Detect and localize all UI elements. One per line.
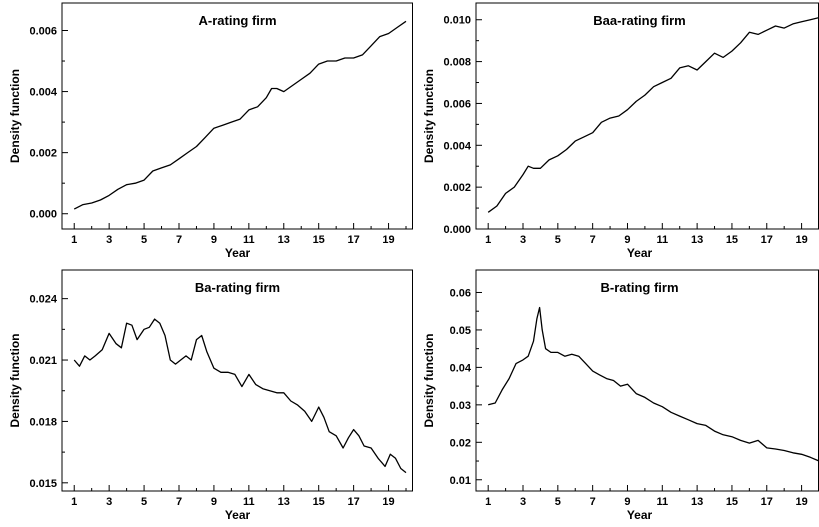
y-tick-label: 0.002: [29, 148, 57, 160]
x-tick-label: 15: [313, 234, 325, 246]
y-tick-label: 0.010: [443, 15, 471, 27]
x-tick-label: 7: [590, 234, 596, 246]
plot-frame: [475, 2, 819, 230]
density-line: [73, 318, 407, 474]
plot-frame: [475, 269, 819, 492]
y-axis-title: Density function: [422, 333, 436, 427]
x-axis-title: Year: [225, 508, 251, 522]
x-tick-label: 19: [382, 496, 394, 508]
y-tick-label: 0.06: [450, 287, 471, 299]
x-tick-label: 15: [726, 496, 738, 508]
x-tick-label: 15: [313, 496, 325, 508]
panel-title: B-rating firm: [601, 280, 679, 295]
y-axis-title: Density function: [8, 69, 22, 163]
panel-title: Ba-rating firm: [195, 280, 280, 295]
x-tick-label: 3: [520, 496, 526, 508]
y-tick-label: 0.04: [450, 362, 472, 374]
y-tick-label: 0.000: [29, 209, 57, 221]
x-tick-label: 9: [211, 496, 217, 508]
x-tick-label: 5: [555, 496, 561, 508]
x-tick-label: 19: [382, 234, 394, 246]
y-tick-label: 0.008: [443, 57, 471, 69]
y-tick-label: 0.004: [443, 140, 471, 152]
x-tick-label: 7: [176, 234, 182, 246]
x-tick-label: 17: [348, 496, 360, 508]
plot-frame: [61, 2, 413, 230]
y-tick-label: 0.024: [29, 294, 57, 306]
y-axis-title: Density function: [8, 333, 22, 427]
x-tick-label: 9: [211, 234, 217, 246]
x-tick-label: 1: [485, 234, 491, 246]
x-tick-label: 1: [71, 496, 77, 508]
y-tick-label: 0.018: [29, 416, 57, 428]
y-tick-label: 0.02: [450, 437, 471, 449]
x-tick-label: 11: [243, 496, 255, 508]
density-line: [488, 306, 819, 462]
x-axis-title: Year: [627, 246, 653, 260]
y-tick-label: 0.021: [29, 355, 57, 367]
plot-frame: [61, 269, 413, 492]
x-tick-label: 3: [106, 496, 112, 508]
x-axis-title: Year: [225, 246, 251, 260]
x-tick-label: 9: [624, 496, 630, 508]
x-tick-label: 11: [243, 234, 255, 246]
density-line: [487, 16, 819, 213]
x-tick-label: 5: [141, 234, 147, 246]
panel-title: A-rating firm: [199, 13, 277, 28]
y-tick-label: 0.006: [29, 25, 57, 37]
x-tick-label: 17: [348, 234, 360, 246]
x-tick-label: 1: [485, 496, 491, 508]
x-tick-label: 3: [520, 234, 526, 246]
x-tick-label: 17: [761, 496, 773, 508]
x-axis-title: Year: [627, 508, 653, 522]
y-tick-label: 0.015: [29, 478, 57, 490]
x-tick-label: 7: [590, 496, 596, 508]
y-tick-label: 0.03: [450, 400, 471, 412]
y-tick-label: 0.000: [443, 224, 471, 236]
x-tick-label: 13: [691, 234, 703, 246]
y-tick-label: 0.004: [29, 87, 57, 99]
x-tick-label: 9: [624, 234, 630, 246]
x-tick-label: 11: [656, 234, 668, 246]
x-tick-label: 15: [726, 234, 738, 246]
x-tick-label: 7: [176, 496, 182, 508]
panel-title: Baa-rating firm: [593, 13, 685, 28]
x-tick-label: 19: [795, 234, 807, 246]
x-tick-label: 5: [555, 234, 561, 246]
x-tick-label: 13: [278, 234, 290, 246]
y-tick-label: 0.002: [443, 182, 471, 194]
x-tick-label: 1: [71, 234, 77, 246]
y-tick-label: 0.006: [443, 98, 471, 110]
x-tick-label: 19: [795, 496, 807, 508]
density-line: [73, 20, 407, 210]
y-tick-label: 0.01: [450, 475, 471, 487]
x-tick-label: 17: [761, 234, 773, 246]
x-tick-label: 3: [106, 234, 112, 246]
x-tick-label: 5: [141, 496, 147, 508]
x-tick-label: 13: [691, 496, 703, 508]
x-tick-label: 13: [278, 496, 290, 508]
y-axis-title: Density function: [422, 69, 436, 163]
y-tick-label: 0.05: [450, 325, 471, 337]
x-tick-label: 11: [656, 496, 668, 508]
